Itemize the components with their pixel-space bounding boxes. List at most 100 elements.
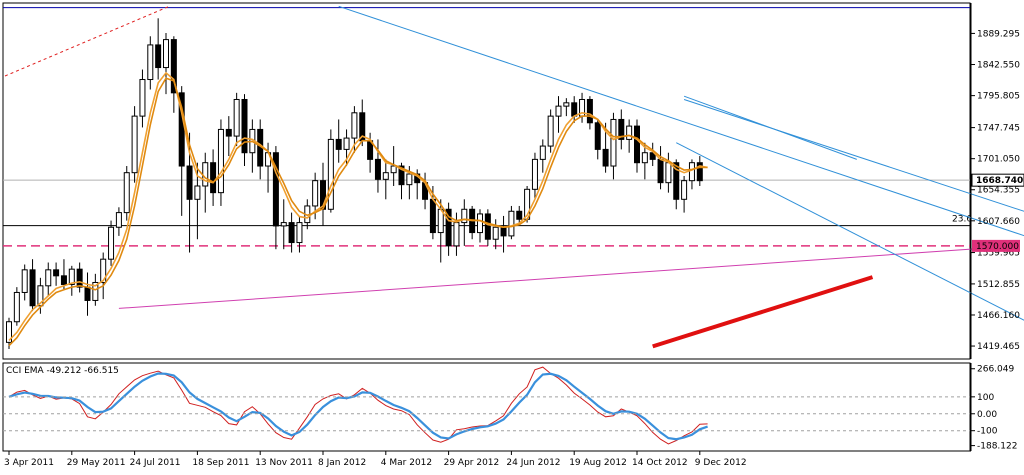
price-tick-label: 1795.805 <box>977 92 1020 102</box>
time-tick-label: 14 Oct 2012 <box>632 458 688 468</box>
bull-candle-body <box>610 118 617 167</box>
candle <box>45 262 52 296</box>
time-tick-label: 24 Jun 2012 <box>506 458 560 468</box>
time-tick-label: 3 Apr 2011 <box>4 458 54 468</box>
time-tick-label: 19 Aug 2012 <box>569 458 627 468</box>
price-tick-label: 1607.660 <box>977 217 1020 227</box>
candle <box>241 94 248 167</box>
cci-tick-label: -188.122 <box>977 442 1017 452</box>
candle <box>547 109 554 153</box>
candle <box>492 219 499 250</box>
candle <box>445 202 452 256</box>
candle <box>155 18 162 80</box>
bear-candle-body <box>516 210 523 220</box>
bull-candle-body <box>131 115 138 174</box>
current-price-label: 1668.740 <box>976 176 1023 186</box>
bull-candle-body <box>539 145 546 160</box>
candle <box>131 106 138 183</box>
candle <box>477 209 483 243</box>
bear-candle-body <box>586 98 593 124</box>
bear-candle-body <box>429 198 436 234</box>
candle <box>21 264 28 301</box>
bull-candle-body <box>68 268 75 285</box>
channel-middle-line <box>683 99 1024 212</box>
bull-candle-body <box>343 137 350 150</box>
bull-candle-body <box>641 152 648 164</box>
candle <box>594 119 601 160</box>
candle <box>100 252 107 300</box>
bull-candle-body <box>217 128 224 194</box>
candle <box>382 159 389 200</box>
bear-candle-body <box>500 226 507 237</box>
cci-line <box>8 366 708 445</box>
bull-candle-body <box>688 162 695 182</box>
price-overlays <box>8 5 1024 349</box>
level-1570-label: 1570.000 <box>976 242 1019 252</box>
bull-candle-body <box>202 162 209 187</box>
bear-candle-body <box>272 152 279 227</box>
channel-lower-line <box>676 142 1024 321</box>
cci-axis: 266.049 100 0.00 -100 -188.122 <box>970 363 1017 452</box>
bull-candle-body <box>163 39 169 69</box>
candle <box>29 259 36 312</box>
bull-candle-body <box>461 208 468 224</box>
bull-candle-body <box>100 258 107 283</box>
bull-candle-body <box>92 281 99 301</box>
candle <box>108 220 115 266</box>
bull-candle-body <box>382 172 389 180</box>
bull-candle-body <box>139 79 146 117</box>
bear-candle-body <box>618 118 625 140</box>
price-tick-label: 1654.355 <box>977 186 1020 196</box>
candle <box>163 32 169 95</box>
bull-candle-body <box>406 173 413 186</box>
candle <box>673 159 680 210</box>
bull-candle-body <box>6 321 12 343</box>
candle <box>170 36 177 113</box>
cci-tick-label: -100 <box>977 427 998 437</box>
bull-candle-body <box>531 158 538 190</box>
bear-candle-body <box>170 39 177 94</box>
candle <box>217 119 224 206</box>
candle <box>696 156 703 186</box>
bull-candle-body <box>327 138 334 210</box>
pink-support-trendline <box>118 246 999 309</box>
candle <box>76 262 83 293</box>
cci-ema-line <box>8 372 708 441</box>
bear-candle-body <box>210 162 217 194</box>
bear-candle-body <box>335 138 342 150</box>
bull-candle-body <box>665 162 672 184</box>
bull-candle-body <box>147 44 154 81</box>
bear-candle-body <box>225 128 232 137</box>
bull-candle-body <box>508 210 515 237</box>
price-panel-frame <box>2 2 971 360</box>
candle <box>6 317 12 350</box>
bear-candle-body <box>241 98 248 154</box>
candle <box>288 212 295 253</box>
time-axis: 3 Apr 2011 29 May 2011 24 Jul 2011 18 Sep 2… <box>3 450 971 468</box>
bear-candle-body <box>155 44 162 69</box>
candle <box>147 36 154 90</box>
ema-slow-line <box>8 77 708 347</box>
price-panel: 23.6 <box>2 2 972 360</box>
bear-candle-body <box>571 102 578 117</box>
price-tick-label: 1747.745 <box>977 124 1020 134</box>
candle <box>327 129 334 213</box>
bull-candle-body <box>37 285 44 307</box>
bear-candle-body <box>186 165 193 200</box>
candle <box>68 265 75 296</box>
bear-candle-body <box>673 162 680 200</box>
candle <box>233 92 240 147</box>
cci-indicator-label: CCI EMA -49.212 -66.515 <box>6 366 119 376</box>
price-tick-label: 1559.965 <box>977 249 1020 259</box>
candle <box>280 199 287 250</box>
price-tick-label: 1889.295 <box>977 29 1020 39</box>
fib-23-6-label: 23.6 <box>952 215 972 225</box>
bear-candle-body <box>374 158 381 180</box>
cci-tick-label: 266.049 <box>977 365 1014 375</box>
bear-candle-body <box>657 158 664 184</box>
bear-candle-body <box>288 222 295 244</box>
bull-candle-body <box>477 213 483 234</box>
candle <box>139 69 146 128</box>
bear-candle-body <box>594 122 601 150</box>
bear-candle-body <box>484 213 491 240</box>
